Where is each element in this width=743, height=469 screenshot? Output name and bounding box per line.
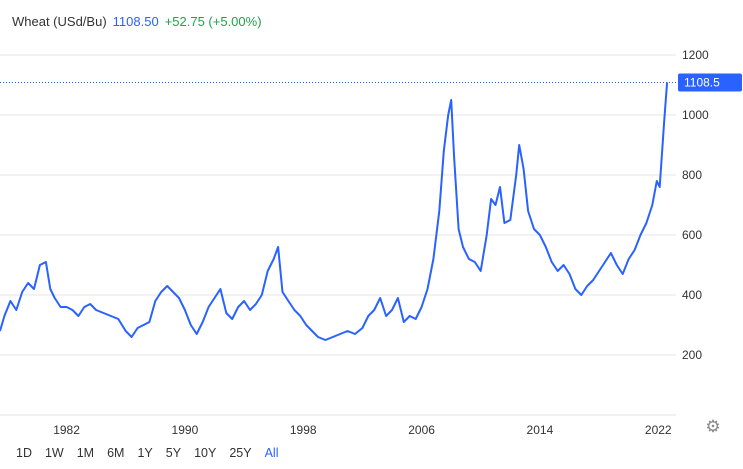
current-price: 1108.50 <box>112 14 159 29</box>
x-tick-label: 1990 <box>172 423 199 437</box>
last-price-tag: 1108.5 <box>678 73 742 92</box>
range-button-1m[interactable]: 1M <box>76 446 95 460</box>
y-tick-label: 200 <box>682 348 702 362</box>
y-tick-label: 1200 <box>682 48 709 62</box>
range-button-all[interactable]: All <box>264 446 279 460</box>
last-price-tag-text: 1108.5 <box>684 75 720 89</box>
y-tick-label: 400 <box>682 288 702 302</box>
time-range-selector: 1D 1W 1M 6M 1Y 5Y 10Y 25Y All <box>16 446 291 460</box>
range-button-10y[interactable]: 10Y <box>194 446 217 460</box>
x-tick-label: 2014 <box>527 423 554 437</box>
x-tick-label: 2006 <box>408 423 435 437</box>
x-tick-label: 1982 <box>53 423 80 437</box>
y-tick-label: 1000 <box>682 108 709 122</box>
price-change: +52.75 (+5.00%) <box>164 14 262 29</box>
x-tick-label: 1998 <box>290 423 317 437</box>
range-button-1d[interactable]: 1D <box>16 446 32 460</box>
grid-lines <box>0 54 676 416</box>
range-button-1w[interactable]: 1W <box>44 446 64 460</box>
x-tick-label: 2022 <box>645 423 672 437</box>
y-tick-label: 600 <box>682 228 702 242</box>
gear-icon[interactable]: ⚙ <box>705 417 721 436</box>
series-line-wheat <box>0 82 669 341</box>
range-button-1y[interactable]: 1Y <box>137 446 153 460</box>
instrument-header: Wheat (USd/Bu) 1108.50 +52.75 (+5.00%) <box>12 14 262 29</box>
last-price-tag-bg <box>678 73 742 92</box>
y-axis-ticks: 200 400 600 800 1000 1200 <box>682 48 709 362</box>
range-button-6m[interactable]: 6M <box>107 446 125 460</box>
y-tick-label: 800 <box>682 168 702 182</box>
range-button-25y[interactable]: 25Y <box>229 446 252 460</box>
x-axis-ticks: 1982 1990 1998 2006 2014 2022 <box>53 423 672 437</box>
range-button-5y[interactable]: 5Y <box>165 446 182 460</box>
symbol-name: Wheat (USd/Bu) <box>12 14 107 29</box>
